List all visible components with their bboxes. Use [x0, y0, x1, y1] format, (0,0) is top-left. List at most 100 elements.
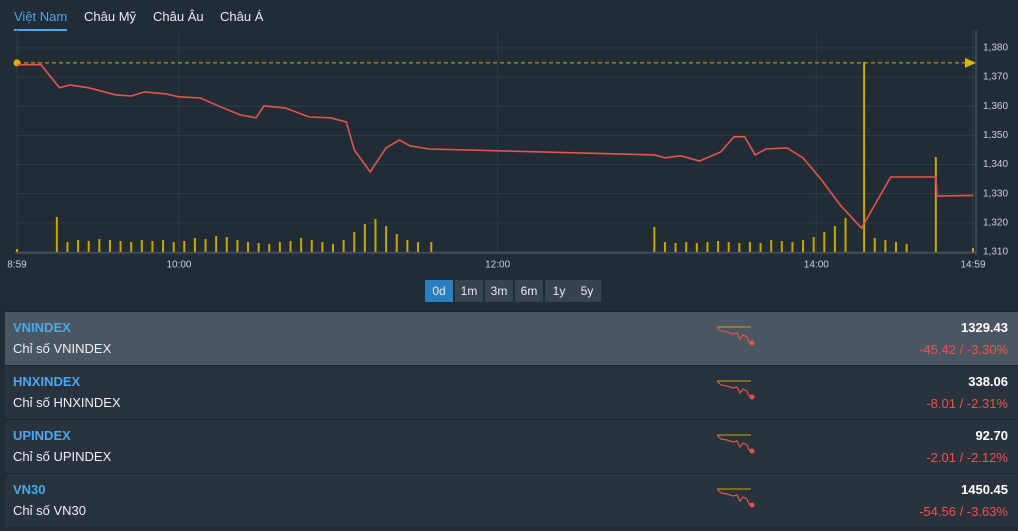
volume-bar [183, 241, 186, 252]
volume-bar [663, 242, 666, 252]
volume-bar [130, 242, 133, 252]
index-name: Chỉ số UPINDEX [13, 449, 112, 464]
volume-bar [738, 243, 741, 252]
volume-bar [236, 240, 239, 252]
x-tick-label: 8:59 [7, 260, 27, 271]
volume-bar [342, 240, 345, 252]
change-value: -54.56 [919, 504, 956, 519]
reference-arrow [965, 57, 976, 68]
volume-bar [894, 242, 897, 252]
y-tick-label: 1,370 [983, 72, 1008, 83]
volume-bar [823, 232, 826, 252]
volume-bar [844, 218, 847, 252]
separator: / [955, 504, 967, 519]
volume-bar [430, 242, 433, 252]
volume-bar [363, 224, 366, 252]
spark-line [716, 488, 753, 506]
index-value: 338.06 [968, 374, 1008, 389]
index-name: Chỉ số HNXINDEX [13, 395, 121, 410]
tab[interactable]: Việt Nam [14, 9, 68, 31]
price-line [17, 63, 974, 230]
change-percent: -2.12% [966, 450, 1008, 465]
volume-bar [727, 242, 730, 252]
change-percent: -3.30% [966, 342, 1008, 357]
spark-line [716, 434, 753, 452]
volume-bar [873, 238, 876, 252]
index-row[interactable]: VNINDEX Chỉ số VNINDEX 1329.43 -45.42 / -3.… [5, 311, 1018, 365]
period-button[interactable]: 1y [545, 280, 573, 302]
volume-bar [215, 236, 218, 252]
spark-dot [749, 340, 755, 346]
volume-bar [863, 62, 866, 252]
separator: / [955, 396, 967, 411]
volume-bar [268, 244, 271, 252]
spark-dot [749, 502, 755, 508]
volume-bar [748, 242, 751, 252]
volume-bar [140, 240, 143, 252]
volume-bar [695, 243, 698, 252]
index-value: 92.70 [975, 428, 1008, 443]
volume-bar [406, 240, 409, 252]
tab[interactable]: Châu Âu [153, 9, 204, 24]
period-button[interactable]: 0d [425, 280, 453, 302]
spark-dot [749, 448, 755, 454]
tab[interactable]: Châu Mỹ [84, 9, 137, 24]
index-row[interactable]: UPINDEX Chỉ số UPINDEX 92.70 -2.01 / -2.12% [5, 419, 1018, 473]
index-change: -2.01 / -2.12% [926, 450, 1008, 465]
index-code: UPINDEX [13, 428, 71, 443]
x-tick-label: 14:59 [960, 260, 985, 271]
volume-bar [833, 226, 836, 252]
sparkline [716, 380, 755, 400]
volume-bar [972, 248, 974, 252]
volume-bar [802, 240, 805, 252]
volume-bar [332, 244, 335, 252]
volume-bar [395, 234, 398, 252]
volume-bar [204, 239, 207, 252]
y-tick-label: 1,330 [983, 188, 1008, 199]
volume-bar [300, 238, 303, 252]
period-button[interactable]: 5y [573, 280, 601, 302]
change-percent: -3.63% [966, 504, 1008, 519]
tab[interactable]: Châu Á [220, 9, 264, 24]
volume-bar [374, 219, 377, 252]
index-row[interactable]: HNXINDEX Chỉ số HNXINDEX 338.06 -8.01 / -2.… [5, 365, 1018, 419]
volume-bar [812, 237, 815, 252]
volume-bar [55, 217, 58, 252]
index-code: VN30 [13, 482, 46, 497]
volume-bar [289, 241, 292, 252]
index-value: 1450.45 [961, 482, 1008, 497]
separator: / [955, 450, 967, 465]
volume-bar [66, 242, 69, 252]
change-value: -45.42 [919, 342, 956, 357]
volume-bar [278, 242, 281, 252]
volume-bar [770, 240, 773, 252]
volume-bar [934, 157, 937, 252]
y-tick-label: 1,360 [983, 101, 1008, 112]
x-tick-label: 14:00 [804, 260, 829, 271]
volume-bar [108, 240, 111, 252]
volume-bar [685, 242, 688, 252]
index-row[interactable]: VN30 Chỉ số VN30 1450.45 -54.56 / -3.63% [5, 473, 1018, 527]
index-change: -8.01 / -2.31% [926, 396, 1008, 411]
change-value: -8.01 [926, 396, 956, 411]
separator: / [955, 342, 967, 357]
period-button[interactable]: 6m [515, 280, 543, 302]
volume-bar [884, 240, 887, 252]
change-percent: -2.31% [966, 396, 1008, 411]
volume-bar [87, 241, 90, 252]
volume-bar [172, 242, 175, 252]
index-change: -45.42 / -3.30% [919, 342, 1008, 357]
volume-bar [717, 241, 720, 252]
period-button[interactable]: 1m [455, 280, 483, 302]
volume-bar [780, 241, 783, 252]
volume-bar [193, 238, 196, 252]
volume-bar [225, 237, 228, 252]
volume-bar [77, 240, 80, 252]
period-button[interactable]: 3m [485, 280, 513, 302]
volume-bar [706, 242, 709, 252]
volume-bar [353, 232, 356, 252]
y-tick-label: 1,320 [983, 217, 1008, 228]
spark-line [716, 380, 753, 398]
y-tick-label: 1,350 [983, 130, 1008, 141]
index-value: 1329.43 [961, 320, 1008, 335]
